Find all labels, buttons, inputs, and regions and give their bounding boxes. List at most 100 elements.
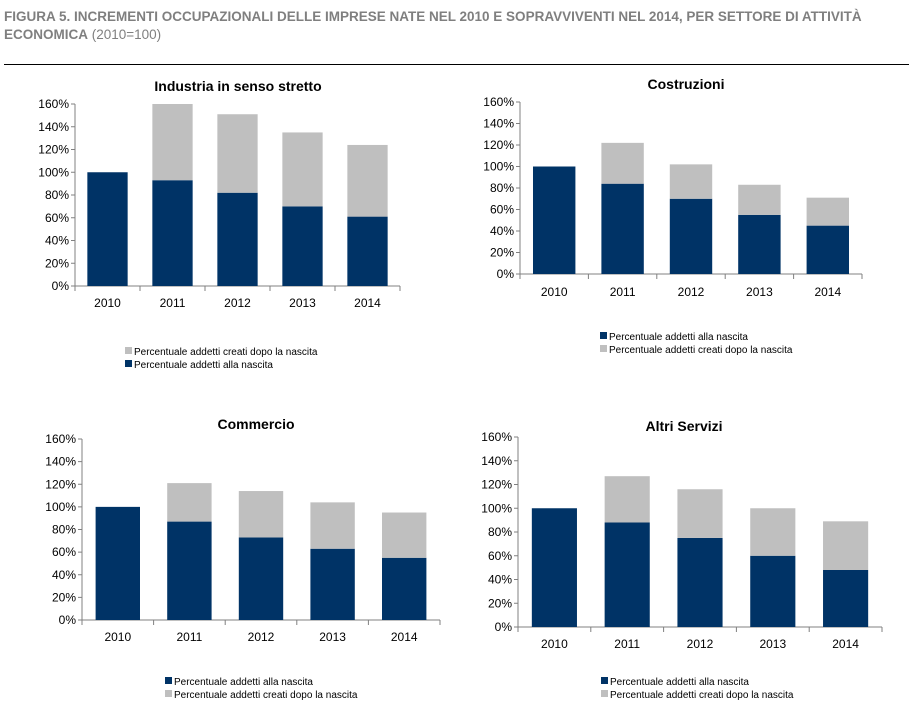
bar-created-2013	[310, 502, 355, 549]
x-tick-label: 2011	[176, 630, 202, 644]
bar-created-2011	[152, 104, 193, 181]
legend-label-birth: Percentuale addetti alla nascita	[134, 360, 273, 371]
bar-created-2012	[217, 114, 258, 193]
y-tick-label: 140%	[483, 117, 514, 131]
y-tick-label: 120%	[483, 138, 514, 152]
y-tick-label: 40%	[45, 234, 69, 248]
legend-label-birth: Percentuale addetti alla nascita	[174, 677, 313, 688]
x-tick-label: 2010	[104, 630, 131, 644]
bar-created-2011	[604, 476, 650, 523]
y-tick-label: 140%	[45, 455, 76, 469]
bar-birth-2012	[677, 537, 723, 627]
chart-title: Costruzioni	[648, 76, 725, 92]
x-tick-label: 2011	[610, 285, 636, 299]
bar-created-2013	[750, 508, 796, 556]
bar-birth-2011	[167, 521, 212, 620]
y-tick-label: 120%	[481, 478, 512, 492]
y-tick-label: 60%	[52, 545, 76, 559]
bar-birth-2014	[347, 216, 388, 286]
y-tick-label: 120%	[38, 143, 69, 157]
x-tick-label: 2014	[354, 296, 381, 310]
y-tick-label: 60%	[45, 211, 69, 225]
y-tick-label: 0%	[495, 620, 513, 634]
bar-created-2014	[347, 144, 388, 217]
legend-swatch-birth	[165, 677, 172, 684]
y-tick-label: 60%	[490, 203, 514, 217]
bar-created-2014	[382, 512, 427, 558]
x-tick-label: 2014	[814, 285, 841, 299]
bar-birth-2010	[95, 506, 140, 620]
figure-title-base: (2010=100)	[88, 27, 162, 42]
x-tick-label: 2012	[678, 285, 705, 299]
x-tick-label: 2011	[160, 296, 186, 310]
legend-swatch-created	[600, 345, 607, 352]
legend-label-created: Percentuale addetti creati dopo la nasci…	[609, 345, 793, 356]
bar-created-2012	[677, 489, 723, 538]
y-tick-label: 80%	[52, 523, 76, 537]
bar-birth-2011	[601, 183, 644, 274]
legend-label-created: Percentuale addetti creati dopo la nasci…	[610, 690, 794, 701]
y-tick-label: 100%	[483, 160, 514, 174]
y-tick-label: 140%	[481, 454, 512, 468]
x-tick-label: 2013	[746, 285, 773, 299]
y-tick-label: 0%	[52, 279, 70, 293]
bar-birth-2010	[87, 172, 128, 286]
legend-swatch-created	[165, 690, 172, 697]
chart-title: Industria in senso stretto	[154, 78, 321, 94]
bar-birth-2011	[604, 522, 650, 627]
figure-title-main: FIGURA 5. INCREMENTI OCCUPAZIONALI DELLE…	[4, 9, 862, 42]
bar-birth-2014	[806, 225, 850, 274]
y-tick-label: 160%	[45, 432, 76, 446]
y-tick-label: 20%	[488, 596, 512, 610]
chart-title: Commercio	[217, 416, 294, 432]
legend-label-birth: Percentuale addetti alla nascita	[609, 332, 748, 343]
y-tick-label: 40%	[488, 573, 512, 587]
bar-created-2011	[601, 142, 644, 184]
y-tick-label: 0%	[59, 613, 77, 627]
y-tick-label: 60%	[488, 549, 512, 563]
legend-swatch-created	[601, 690, 608, 697]
bar-created-2013	[738, 184, 781, 215]
bar-created-2014	[806, 197, 850, 226]
bar-birth-2013	[750, 555, 796, 627]
bar-birth-2012	[238, 537, 284, 620]
legend-label-created: Percentuale addetti creati dopo la nasci…	[134, 347, 318, 358]
bar-birth-2013	[738, 214, 781, 274]
x-tick-label: 2013	[759, 637, 786, 651]
y-tick-label: 80%	[490, 181, 514, 195]
x-tick-label: 2013	[319, 630, 346, 644]
y-tick-label: 100%	[38, 165, 69, 179]
y-tick-label: 0%	[497, 267, 515, 281]
y-tick-label: 100%	[45, 500, 76, 514]
y-tick-label: 160%	[481, 430, 512, 444]
bar-created-2013	[282, 132, 323, 207]
x-tick-label: 2012	[687, 637, 714, 651]
legend-swatch-birth	[601, 677, 608, 684]
legend-swatch-birth	[125, 360, 132, 367]
bar-birth-2010	[531, 508, 577, 627]
legend-label-birth: Percentuale addetti alla nascita	[610, 677, 749, 688]
title-rule	[4, 64, 909, 65]
y-tick-label: 160%	[483, 95, 514, 109]
figure-title: FIGURA 5. INCREMENTI OCCUPAZIONALI DELLE…	[4, 8, 909, 44]
bar-birth-2012	[217, 192, 258, 286]
y-tick-label: 40%	[490, 224, 514, 238]
bar-birth-2010	[532, 166, 576, 274]
bar-birth-2012	[669, 198, 713, 274]
x-tick-label: 2012	[248, 630, 275, 644]
y-tick-label: 20%	[45, 256, 69, 270]
bar-birth-2013	[310, 548, 355, 620]
legend-swatch-created	[125, 347, 132, 354]
y-tick-label: 100%	[481, 501, 512, 515]
y-tick-label: 160%	[38, 97, 69, 111]
y-tick-label: 20%	[52, 590, 76, 604]
bar-created-2011	[167, 483, 212, 522]
y-tick-label: 20%	[490, 246, 514, 260]
x-tick-label: 2014	[832, 637, 859, 651]
legend-swatch-birth	[600, 332, 607, 339]
bar-birth-2011	[152, 180, 193, 286]
bar-created-2014	[823, 521, 869, 570]
